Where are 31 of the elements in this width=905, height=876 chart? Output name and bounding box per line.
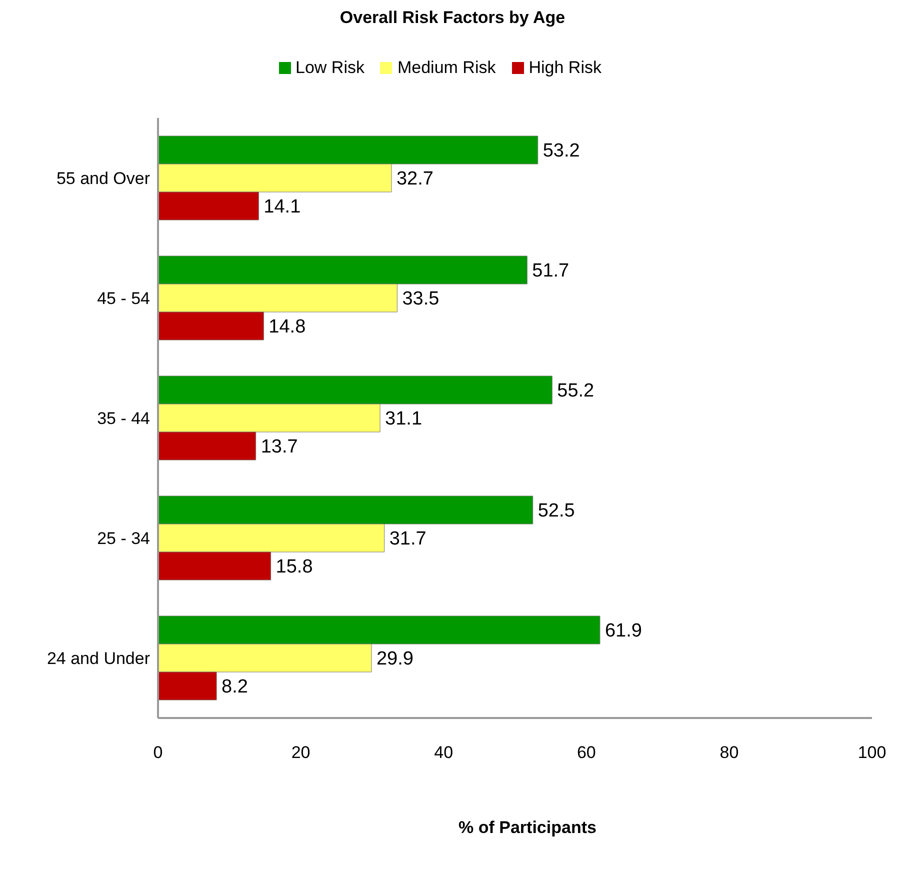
- legend-label: Medium Risk: [396, 58, 496, 78]
- data-label: 51.7: [532, 260, 570, 282]
- y-tick-label: 24 and Under: [46, 649, 150, 668]
- y-tick-label: 35 - 44: [97, 409, 150, 428]
- data-label: 33.5: [402, 288, 440, 310]
- data-label: 14.1: [264, 196, 301, 218]
- x-tick-label: 40: [434, 743, 454, 762]
- data-label: 32.7: [396, 168, 434, 190]
- x-tick-label: 20: [291, 743, 310, 762]
- data-label: 53.2: [542, 140, 580, 162]
- x-tick-label: 0: [153, 743, 163, 762]
- legend-label: High Risk: [528, 58, 602, 78]
- y-tick-label: 45 - 54: [97, 289, 150, 308]
- data-label: 13.7: [260, 436, 298, 458]
- chart-title: Overall Risk Factors by Age: [338, 8, 566, 29]
- data-label: 55.2: [557, 380, 594, 402]
- y-tick-label: 25 - 34: [97, 529, 150, 548]
- legend-label: Low Risk: [294, 58, 364, 78]
- data-label: 61.9: [604, 620, 642, 642]
- x-axis-title: % of Participants: [458, 818, 598, 838]
- data-label: 29.9: [376, 648, 414, 670]
- data-label: 31.1: [385, 408, 422, 430]
- data-label: 15.8: [276, 556, 313, 578]
- x-tick-label: 100: [858, 743, 886, 762]
- data-label: 52.5: [538, 500, 575, 522]
- y-tick-label: 55 and Over: [56, 169, 150, 188]
- data-label: 31.7: [389, 528, 426, 550]
- data-label: 14.8: [268, 316, 306, 338]
- x-tick-label: 60: [576, 743, 596, 762]
- x-tick-label: 80: [720, 743, 739, 762]
- data-label: 8.2: [222, 676, 248, 698]
